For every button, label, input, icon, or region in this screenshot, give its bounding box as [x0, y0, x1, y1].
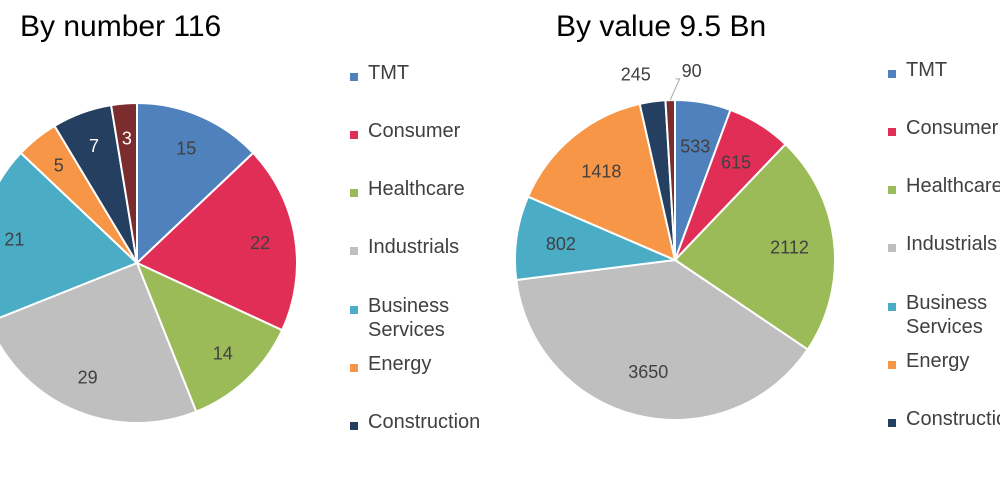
- data-label-healthcare: 2112: [770, 238, 809, 258]
- data-label-other: 90: [682, 61, 702, 81]
- legend-label-construction: Construction: [368, 411, 481, 433]
- data-label-consumer: 615: [721, 152, 751, 172]
- legend-label-industrials: Industrials: [368, 236, 460, 258]
- chart-title-by-value: By value 9.5 Bn: [556, 10, 767, 43]
- data-label-consumer: 22: [250, 233, 270, 253]
- legend-label-tmt: TMT: [906, 59, 948, 81]
- pie-slice-consumer: [135, 151, 298, 332]
- pie-slice-healthcare: [135, 261, 284, 413]
- legend-label-energy: Energy: [368, 353, 432, 375]
- pie-slice-business-services: [0, 151, 139, 319]
- legend-label-industrials: Industrials: [906, 233, 998, 255]
- data-label-tmt: 15: [176, 138, 196, 158]
- legend-swatch-consumer: [888, 128, 896, 136]
- data-label-energy: 5: [54, 156, 64, 176]
- legend-label-business-services: Business Services: [906, 292, 988, 338]
- pie-slice-energy: [526, 102, 677, 262]
- data-label-energy: 1418: [581, 161, 621, 181]
- legend-swatch-industrials: [888, 244, 896, 252]
- legend-swatch-tmt: [888, 70, 896, 78]
- data-label-other: 3: [122, 129, 132, 149]
- data-label-construction: 7: [89, 136, 99, 156]
- legend-swatch-healthcare: [350, 189, 358, 197]
- pie-slice-other: [109, 101, 138, 264]
- pie-slice-tmt: [136, 101, 255, 266]
- legend-swatch-business-services: [350, 306, 358, 314]
- legend-label-consumer: Consumer: [368, 120, 461, 142]
- legend-label-construction: Construction: [906, 408, 1000, 430]
- leader-line-other: [669, 78, 681, 101]
- data-label-construction: 245: [621, 65, 651, 85]
- data-label-industrials: 29: [78, 368, 98, 388]
- data-label-business-services: 802: [546, 234, 576, 254]
- data-label-industrials: 3650: [628, 362, 668, 382]
- legend-label-tmt: TMT: [368, 62, 410, 84]
- legend-swatch-industrials: [350, 247, 358, 255]
- data-label-tmt: 533: [680, 137, 710, 157]
- legend-label-business-services: Business Services: [368, 295, 450, 341]
- pie-slice-business-services: [514, 195, 679, 282]
- legend-swatch-energy: [888, 361, 896, 369]
- data-label-business-services: 21: [4, 230, 24, 250]
- legend-label-energy: Energy: [906, 350, 970, 372]
- legend-swatch-energy: [350, 364, 358, 372]
- legend-swatch-construction: [350, 422, 358, 430]
- legend-swatch-healthcare: [888, 186, 896, 194]
- chart-title-by-number: By number 116: [20, 10, 222, 43]
- legend-label-healthcare: Healthcare: [368, 178, 465, 200]
- legend-swatch-tmt: [350, 73, 358, 81]
- legend-swatch-construction: [888, 419, 896, 427]
- data-label-healthcare: 14: [213, 344, 233, 364]
- pie-slice-industrials: [515, 258, 810, 422]
- legend-label-healthcare: Healthcare: [906, 175, 1000, 197]
- legend-swatch-consumer: [350, 131, 358, 139]
- legend-label-consumer: Consumer: [906, 117, 999, 139]
- pie-slice-industrials: [0, 261, 198, 424]
- pie-slice-healthcare: [673, 142, 836, 351]
- legend-swatch-business-services: [888, 303, 896, 311]
